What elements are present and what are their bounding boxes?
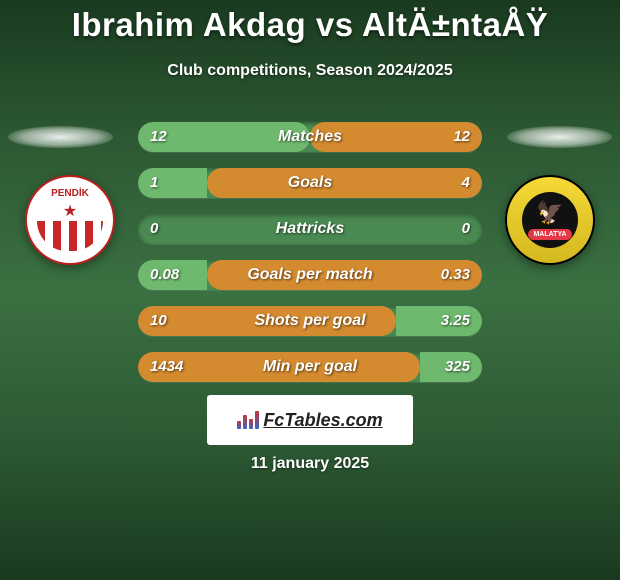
stat-value-right: 4 bbox=[462, 168, 470, 198]
eagle-icon: 🦅 bbox=[536, 200, 563, 226]
page-title: Ibrahim Akdag vs AltÄ±ntaÅŸ bbox=[0, 0, 620, 44]
brand-text: FcTables.com bbox=[263, 410, 382, 431]
player-shadow-left bbox=[8, 126, 113, 148]
brand-link[interactable]: FcTables.com bbox=[207, 395, 413, 445]
date-text: 11 january 2025 bbox=[0, 455, 620, 473]
star-icon: ★ bbox=[63, 201, 77, 221]
page-subtitle: Club competitions, Season 2024/2025 bbox=[0, 62, 620, 80]
stat-label: Hattricks bbox=[138, 214, 482, 244]
stat-value-right: 3.25 bbox=[441, 306, 470, 336]
stat-value-right: 0 bbox=[462, 214, 470, 244]
stat-row: 10Shots per goal3.25 bbox=[138, 306, 482, 336]
stat-value-right: 325 bbox=[445, 352, 470, 382]
club-badge-left: ★ bbox=[20, 175, 120, 267]
stat-value-right: 12 bbox=[453, 122, 470, 152]
stat-row: 1434Min per goal325 bbox=[138, 352, 482, 382]
stat-label: Goals bbox=[138, 168, 482, 198]
stats-panel: 12Matches12 1Goals4 0Hattricks0 0.08Goals p… bbox=[138, 122, 482, 398]
stat-label: Matches bbox=[138, 122, 482, 152]
club-right-label: MALATYA bbox=[528, 229, 571, 240]
stat-value-right: 0.33 bbox=[441, 260, 470, 290]
stat-row: 1Goals4 bbox=[138, 168, 482, 198]
stat-row: 0Hattricks0 bbox=[138, 214, 482, 244]
club-badge-right: 🦅 MALATYA bbox=[500, 175, 600, 267]
stat-row: 12Matches12 bbox=[138, 122, 482, 152]
stat-label: Shots per goal bbox=[138, 306, 482, 336]
stat-label: Goals per match bbox=[138, 260, 482, 290]
chart-icon bbox=[237, 411, 259, 429]
stat-row: 0.08Goals per match0.33 bbox=[138, 260, 482, 290]
stat-label: Min per goal bbox=[138, 352, 482, 382]
player-shadow-right bbox=[507, 126, 612, 148]
